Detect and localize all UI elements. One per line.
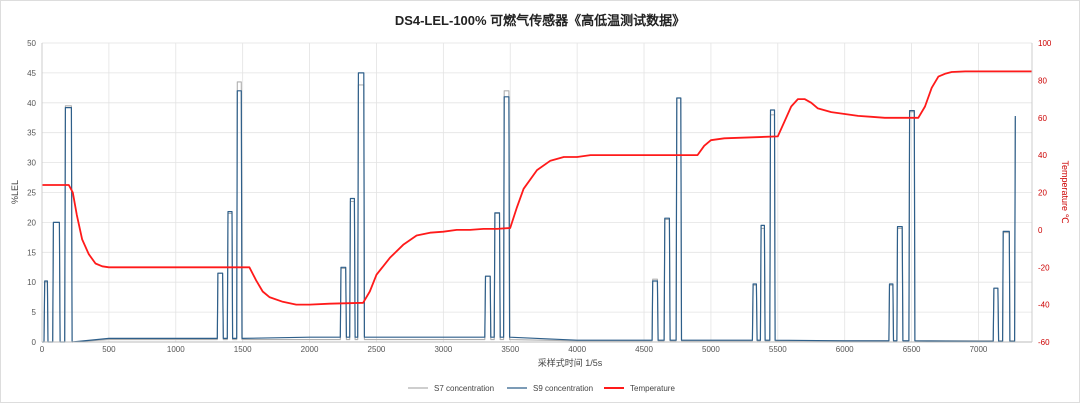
- x-tick-label-3: 1500: [234, 345, 252, 354]
- y2-tick-label-3: 0: [1038, 226, 1043, 235]
- y2-tick-label-7: 80: [1038, 76, 1047, 85]
- chart-title: DS4-LEL-100% 可燃气传感器《高低温测试数据》: [395, 13, 685, 28]
- x-tick-label-10: 5000: [702, 345, 720, 354]
- y2-tick-label-6: 60: [1038, 114, 1047, 123]
- series-lines: [42, 70, 1032, 343]
- x-tick-label-4: 2000: [301, 345, 319, 354]
- x-tick-label-1: 500: [102, 345, 116, 354]
- y-tick-label-5: 25: [27, 189, 36, 198]
- legend-label-s7: S7 concentration: [434, 384, 494, 393]
- y-tick-label-6: 30: [27, 159, 36, 168]
- y-tick-label-10: 50: [27, 39, 36, 48]
- y-tick-label-9: 45: [27, 69, 36, 78]
- y2-tick-label-1: -40: [1038, 301, 1050, 310]
- y-tick-label-1: 5: [32, 308, 37, 317]
- series-line-temperature: [42, 70, 1032, 306]
- y-tick-label-7: 35: [27, 129, 36, 138]
- x-tick-label-8: 4000: [568, 345, 586, 354]
- y-axis-label: %LEL: [10, 180, 20, 204]
- y2-tick-label-0: -60: [1038, 338, 1050, 347]
- axes: 0 5 10 15 20 25 30 35 40 45 50 -60 -40 -20 0 20 40 60 80 10…: [27, 39, 1052, 354]
- y-tick-label-0: 0: [32, 338, 37, 347]
- y-tick-label-4: 20: [27, 218, 36, 227]
- y2-tick-label-2: -20: [1038, 263, 1050, 272]
- x-tick-label-2: 1000: [167, 345, 185, 354]
- x-tick-label-12: 6000: [836, 345, 854, 354]
- x-tick-label-6: 3000: [434, 345, 452, 354]
- x-tick-label-11: 5500: [769, 345, 787, 354]
- x-tick-label-5: 2500: [368, 345, 386, 354]
- x-tick-label-7: 3500: [501, 345, 519, 354]
- y2-tick-label-8: 100: [1038, 39, 1052, 48]
- y-tick-label-3: 15: [27, 248, 36, 257]
- series-line-s9: [42, 72, 1016, 343]
- y2-axis-label: Temperature ℃: [1060, 160, 1070, 223]
- legend-label-temperature: Temperature: [630, 384, 675, 393]
- x-axis-label: 采样式时间 1/5s: [538, 357, 603, 368]
- x-tick-label-13: 6500: [903, 345, 921, 354]
- y-tick-label-8: 40: [27, 99, 36, 108]
- y2-tick-label-4: 20: [1038, 189, 1047, 198]
- x-tick-label-14: 7000: [970, 345, 988, 354]
- y2-tick-label-5: 40: [1038, 151, 1047, 160]
- legend-label-s9: S9 concentration: [533, 384, 593, 393]
- x-tick-label-9: 4500: [635, 345, 653, 354]
- x-tick-label-0: 0: [40, 345, 45, 354]
- legend: S7 concentration S9 concentration Temperat…: [408, 384, 675, 393]
- y-tick-label-2: 10: [27, 278, 36, 287]
